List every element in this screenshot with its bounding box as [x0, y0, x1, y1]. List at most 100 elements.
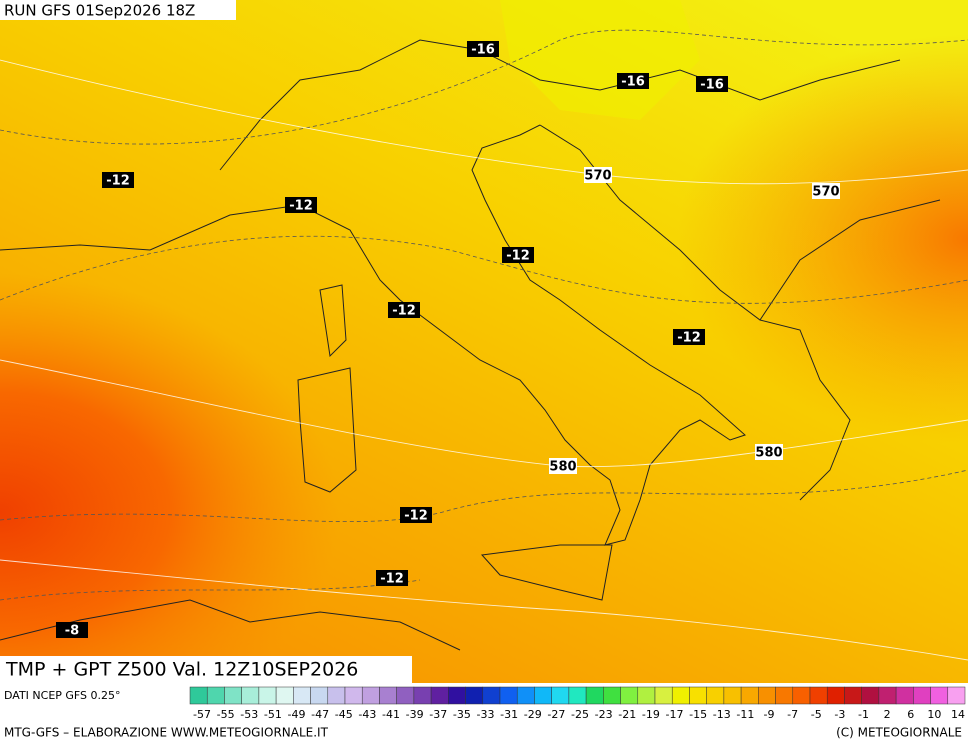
- color-swatch: [516, 686, 535, 705]
- color-swatch: [189, 686, 208, 705]
- temperature-label-box: [673, 329, 705, 345]
- temperature-label-box: [102, 172, 134, 188]
- color-swatch: [413, 686, 432, 705]
- temperature-label: -12: [106, 174, 130, 189]
- color-bar-label: -31: [500, 708, 518, 721]
- color-bar-label: 6: [907, 708, 914, 721]
- color-swatch: [241, 686, 260, 705]
- contour-labels: -16 -16 -16 -12 -12 -12 -12 -12 -12 -12 -8 570 570 58…: [56, 41, 840, 639]
- color-bar: -57 -55 -53 -51 -49 -47 -45 -43 -41 -39 -37 -35 -33-…: [189, 686, 966, 721]
- temperature-label-box: [696, 76, 728, 92]
- color-swatch: [568, 686, 587, 705]
- color-bar-label: -45: [335, 708, 353, 721]
- color-bar-label: -37: [429, 708, 447, 721]
- footer-left: MTG-GFS – ELABORAZIONE WWW.METEOGIORNALE…: [4, 726, 329, 740]
- geopotential-label: 570: [812, 185, 839, 200]
- color-swatch: [361, 686, 380, 705]
- color-swatch: [913, 686, 931, 705]
- color-swatch: [758, 686, 776, 705]
- temperature-label: -12: [380, 572, 404, 587]
- color-bar-label: -7: [787, 708, 798, 721]
- warm-area: [0, 0, 968, 683]
- temperature-label-box: [285, 197, 317, 213]
- color-bar-label: -23: [595, 708, 613, 721]
- color-bar-label: -5: [811, 708, 822, 721]
- color-swatch: [620, 686, 639, 705]
- temperature-label-box: [388, 302, 420, 318]
- color-bar-label: -39: [406, 708, 424, 721]
- color-bar-label: -57: [193, 708, 211, 721]
- color-swatch: [930, 686, 949, 705]
- color-bar-label: -27: [547, 708, 565, 721]
- temperature-label: -16: [471, 43, 495, 58]
- color-bar-label: -49: [288, 708, 306, 721]
- color-swatch: [482, 686, 501, 705]
- color-swatch: [844, 686, 862, 705]
- temperature-label: -12: [506, 249, 530, 264]
- color-bar-label: -11: [736, 708, 754, 721]
- color-bar-label: -55: [217, 708, 235, 721]
- color-swatch: [206, 686, 225, 705]
- color-swatch: [861, 686, 880, 705]
- temperature-label-box: [400, 507, 432, 523]
- color-swatch: [689, 686, 707, 705]
- temperature-label: -16: [700, 78, 724, 93]
- color-swatch: [344, 686, 363, 705]
- color-bar-label: -19: [642, 708, 660, 721]
- color-swatch: [895, 686, 914, 705]
- color-swatch: [637, 686, 656, 705]
- geopotential-label-box: [755, 444, 783, 460]
- color-bar-label: -33: [477, 708, 495, 721]
- color-swatch: [671, 686, 690, 705]
- footer-right: (C) METEOGIORNALE: [836, 726, 962, 740]
- run-box: [0, 0, 236, 20]
- map-title: TMP + GPT Z500 Val. 12Z10SEP2026: [5, 659, 358, 681]
- temperature-label: -12: [289, 199, 313, 214]
- color-bar-label: -47: [311, 708, 329, 721]
- color-swatch: [430, 686, 449, 705]
- color-swatch: [465, 686, 484, 705]
- color-swatch: [396, 686, 415, 705]
- color-bar-label: -13: [713, 708, 731, 721]
- color-swatch: [499, 686, 518, 705]
- color-bar-label: 2: [884, 708, 891, 721]
- color-swatch: [792, 686, 811, 705]
- color-swatch: [327, 686, 346, 705]
- temperature-label: -16: [621, 75, 645, 90]
- temperature-label-box: [617, 73, 649, 89]
- color-swatch: [534, 686, 552, 705]
- geopotential-label: 580: [755, 446, 782, 461]
- geopotential-label-box: [584, 167, 612, 183]
- color-bar-label: -25: [571, 708, 589, 721]
- geopotential-label: 580: [549, 460, 576, 475]
- color-swatch: [706, 686, 725, 705]
- geopotential-label-box: [812, 183, 840, 199]
- temperature-label: -12: [404, 509, 428, 524]
- color-swatch: [258, 686, 277, 705]
- temperature-label-box: [467, 41, 499, 57]
- temperature-label: -12: [392, 304, 416, 319]
- color-bar-label: -29: [524, 708, 542, 721]
- cool-area: [500, 0, 700, 120]
- color-swatch: [275, 686, 294, 705]
- temperature-label: -8: [65, 624, 79, 639]
- data-source: DATI NCEP GFS 0.25°: [4, 689, 121, 702]
- color-swatch: [551, 686, 570, 705]
- temperature-label-box: [502, 247, 534, 263]
- color-swatch: [379, 686, 397, 705]
- color-swatch: [654, 686, 673, 705]
- color-swatch: [878, 686, 897, 705]
- temperature-label: -12: [677, 331, 701, 346]
- color-bar-label: -35: [453, 708, 471, 721]
- color-swatch: [310, 686, 329, 705]
- color-swatch: [826, 686, 845, 705]
- color-bar-label: -17: [666, 708, 684, 721]
- geopotential-label: 570: [584, 169, 611, 184]
- color-bar-label: -41: [382, 708, 400, 721]
- color-bar-label: -21: [618, 708, 636, 721]
- color-swatch: [775, 686, 794, 705]
- color-bar-label: -51: [264, 708, 282, 721]
- color-swatch: [740, 686, 759, 705]
- color-swatch: [603, 686, 621, 705]
